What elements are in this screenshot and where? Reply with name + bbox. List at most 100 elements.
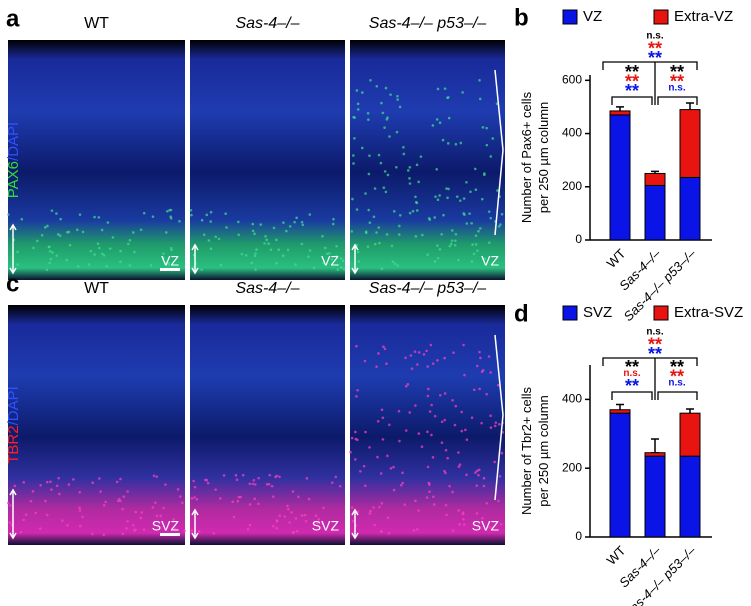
cell-dot <box>438 394 442 397</box>
cell-dot <box>325 252 329 256</box>
bar <box>679 412 701 457</box>
cell-dot <box>265 238 268 242</box>
cell-dot <box>380 101 383 105</box>
cell-dot <box>290 511 293 514</box>
cell-dot <box>487 241 491 244</box>
cell-dot <box>322 261 325 265</box>
cell-dot <box>39 483 42 487</box>
cell-dot <box>375 231 378 234</box>
bar <box>609 114 631 241</box>
cell-dot <box>379 472 383 475</box>
cell-dot <box>444 503 448 507</box>
cell-dot <box>422 353 426 356</box>
cell-dot <box>9 504 12 507</box>
bar <box>609 409 631 414</box>
cell-dot <box>305 477 309 480</box>
cell-dot <box>430 433 433 437</box>
cell-dot <box>91 532 94 536</box>
cell-dot <box>482 476 486 480</box>
cell-dot <box>377 153 381 157</box>
cell-dot <box>355 344 358 348</box>
sig-bracket <box>602 61 698 70</box>
cell-dot <box>356 438 359 442</box>
cell-dot <box>356 108 360 111</box>
cell-dot <box>475 484 479 487</box>
cell-dot <box>295 216 298 220</box>
cell-dot <box>383 170 387 173</box>
significance: ** <box>670 357 684 377</box>
cell-dot <box>435 118 439 121</box>
cell-dot <box>76 265 80 268</box>
cell-dot <box>485 392 488 396</box>
cell-dot <box>251 222 255 226</box>
cell-dot <box>253 497 256 501</box>
cell-dot <box>286 504 289 508</box>
scale-bar <box>160 268 180 271</box>
cell-dot <box>397 409 401 413</box>
cell-dot <box>281 254 285 258</box>
cell-dot <box>200 218 204 222</box>
cell-dot <box>395 130 399 134</box>
cell-dot <box>121 532 125 536</box>
cell-dot <box>209 220 213 223</box>
cell-dot <box>451 398 454 402</box>
y-tick-label: 0 <box>575 529 582 543</box>
cell-dot <box>244 254 248 257</box>
cell-dot <box>410 367 414 370</box>
cell-dot <box>438 247 442 251</box>
cell-dot <box>225 226 228 229</box>
cell-dot <box>368 446 371 449</box>
cell-dot <box>352 115 355 119</box>
cell-dot <box>425 496 429 499</box>
legend-label: VZ <box>583 8 602 25</box>
cell-dot <box>286 248 290 252</box>
significance: ** <box>648 334 662 354</box>
cell-dot <box>31 490 35 493</box>
cell-dot <box>142 528 146 531</box>
cell-dot <box>359 469 362 473</box>
cell-dot <box>414 200 418 204</box>
cell-dot <box>352 162 355 165</box>
y-tick-label: 400 <box>562 126 582 140</box>
column-title: Sas-4–/– <box>235 15 299 32</box>
cell-dot <box>267 482 271 486</box>
cell-dot <box>189 208 193 212</box>
cell-dot <box>364 231 368 235</box>
cell-dot <box>470 221 473 225</box>
cell-dot <box>417 432 421 435</box>
cell-dot <box>499 223 502 226</box>
cell-dot <box>288 225 292 228</box>
cell-dot <box>445 513 448 517</box>
cell-dot <box>300 220 304 224</box>
scale-bar <box>160 533 180 536</box>
cell-dot <box>197 530 201 533</box>
cell-dot <box>304 519 308 523</box>
cell-dot <box>207 239 211 242</box>
cell-dot <box>357 260 361 263</box>
cell-dot <box>251 482 255 486</box>
cell-dot <box>168 208 171 212</box>
cell-dot <box>489 371 492 374</box>
cell-dot <box>386 116 389 119</box>
cell-dot <box>246 528 250 531</box>
cell-dot <box>106 221 110 224</box>
cell-dot <box>272 524 275 528</box>
cell-dot <box>232 515 236 519</box>
cell-dot <box>307 497 311 501</box>
cell-dot <box>32 246 35 250</box>
cell-dot <box>193 485 197 489</box>
cell-dot <box>368 154 371 157</box>
bar <box>609 110 631 116</box>
cell-dot <box>392 465 395 469</box>
cell-dot <box>432 495 435 499</box>
cell-dot <box>474 243 478 246</box>
cell-dot <box>131 523 135 527</box>
cell-dot <box>335 254 338 258</box>
cell-dot <box>385 362 388 365</box>
cell-dot <box>441 138 445 142</box>
cell-dot <box>404 429 408 432</box>
cell-dot <box>388 135 391 138</box>
cell-dot <box>475 469 479 473</box>
cell-dot <box>282 221 285 224</box>
cell-dot <box>458 199 462 202</box>
